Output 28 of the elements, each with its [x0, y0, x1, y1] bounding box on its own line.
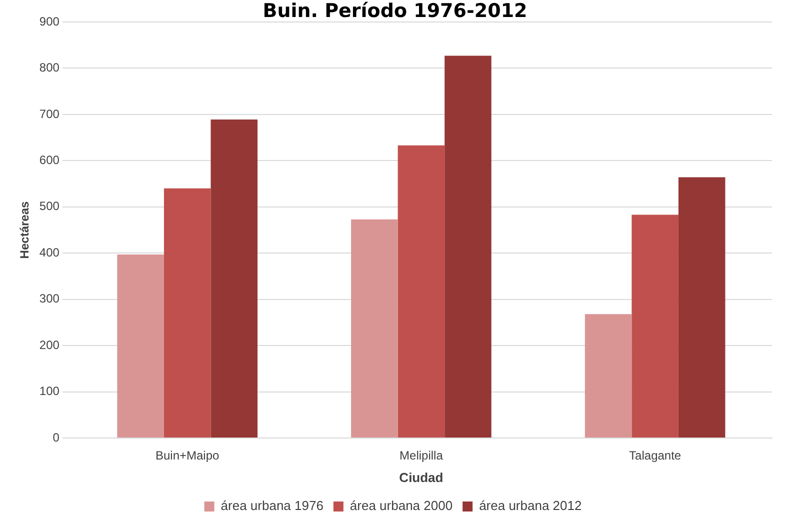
bar — [351, 219, 398, 438]
x-tick-label: Melipilla — [400, 448, 444, 463]
bar — [444, 56, 492, 438]
y-tick-label: 500 — [39, 199, 60, 214]
y-tick-label: 800 — [39, 60, 60, 75]
bar — [210, 120, 258, 438]
chart-title: Buin. Período 1976-2012 — [262, 0, 528, 22]
y-axis-title: Hectáreas — [18, 200, 32, 259]
bar — [632, 214, 678, 438]
y-tick-label: 200 — [39, 338, 60, 352]
legend-label: área urbana 2012 — [479, 498, 582, 514]
x-tick-label: Talagante — [629, 448, 682, 463]
bar — [164, 188, 211, 438]
y-tick-label: 700 — [39, 106, 60, 121]
y-tick-label: 900 — [39, 14, 60, 28]
x-tick-label: Buin+Maipo — [155, 448, 220, 463]
y-tick-label: 100 — [39, 384, 60, 398]
y-tick-label: 0 — [52, 430, 60, 444]
legend-label: área urbana 2000 — [350, 498, 453, 514]
legend-label: área urbana 1976 — [220, 498, 324, 514]
bar — [398, 145, 445, 438]
bar — [678, 177, 726, 438]
y-tick-label: 300 — [39, 292, 60, 306]
bar — [117, 254, 164, 438]
x-axis-title: Ciudad — [399, 470, 444, 485]
y-tick-label: 400 — [39, 245, 60, 260]
bar — [584, 314, 632, 438]
y-tick-label: 600 — [39, 152, 60, 167]
